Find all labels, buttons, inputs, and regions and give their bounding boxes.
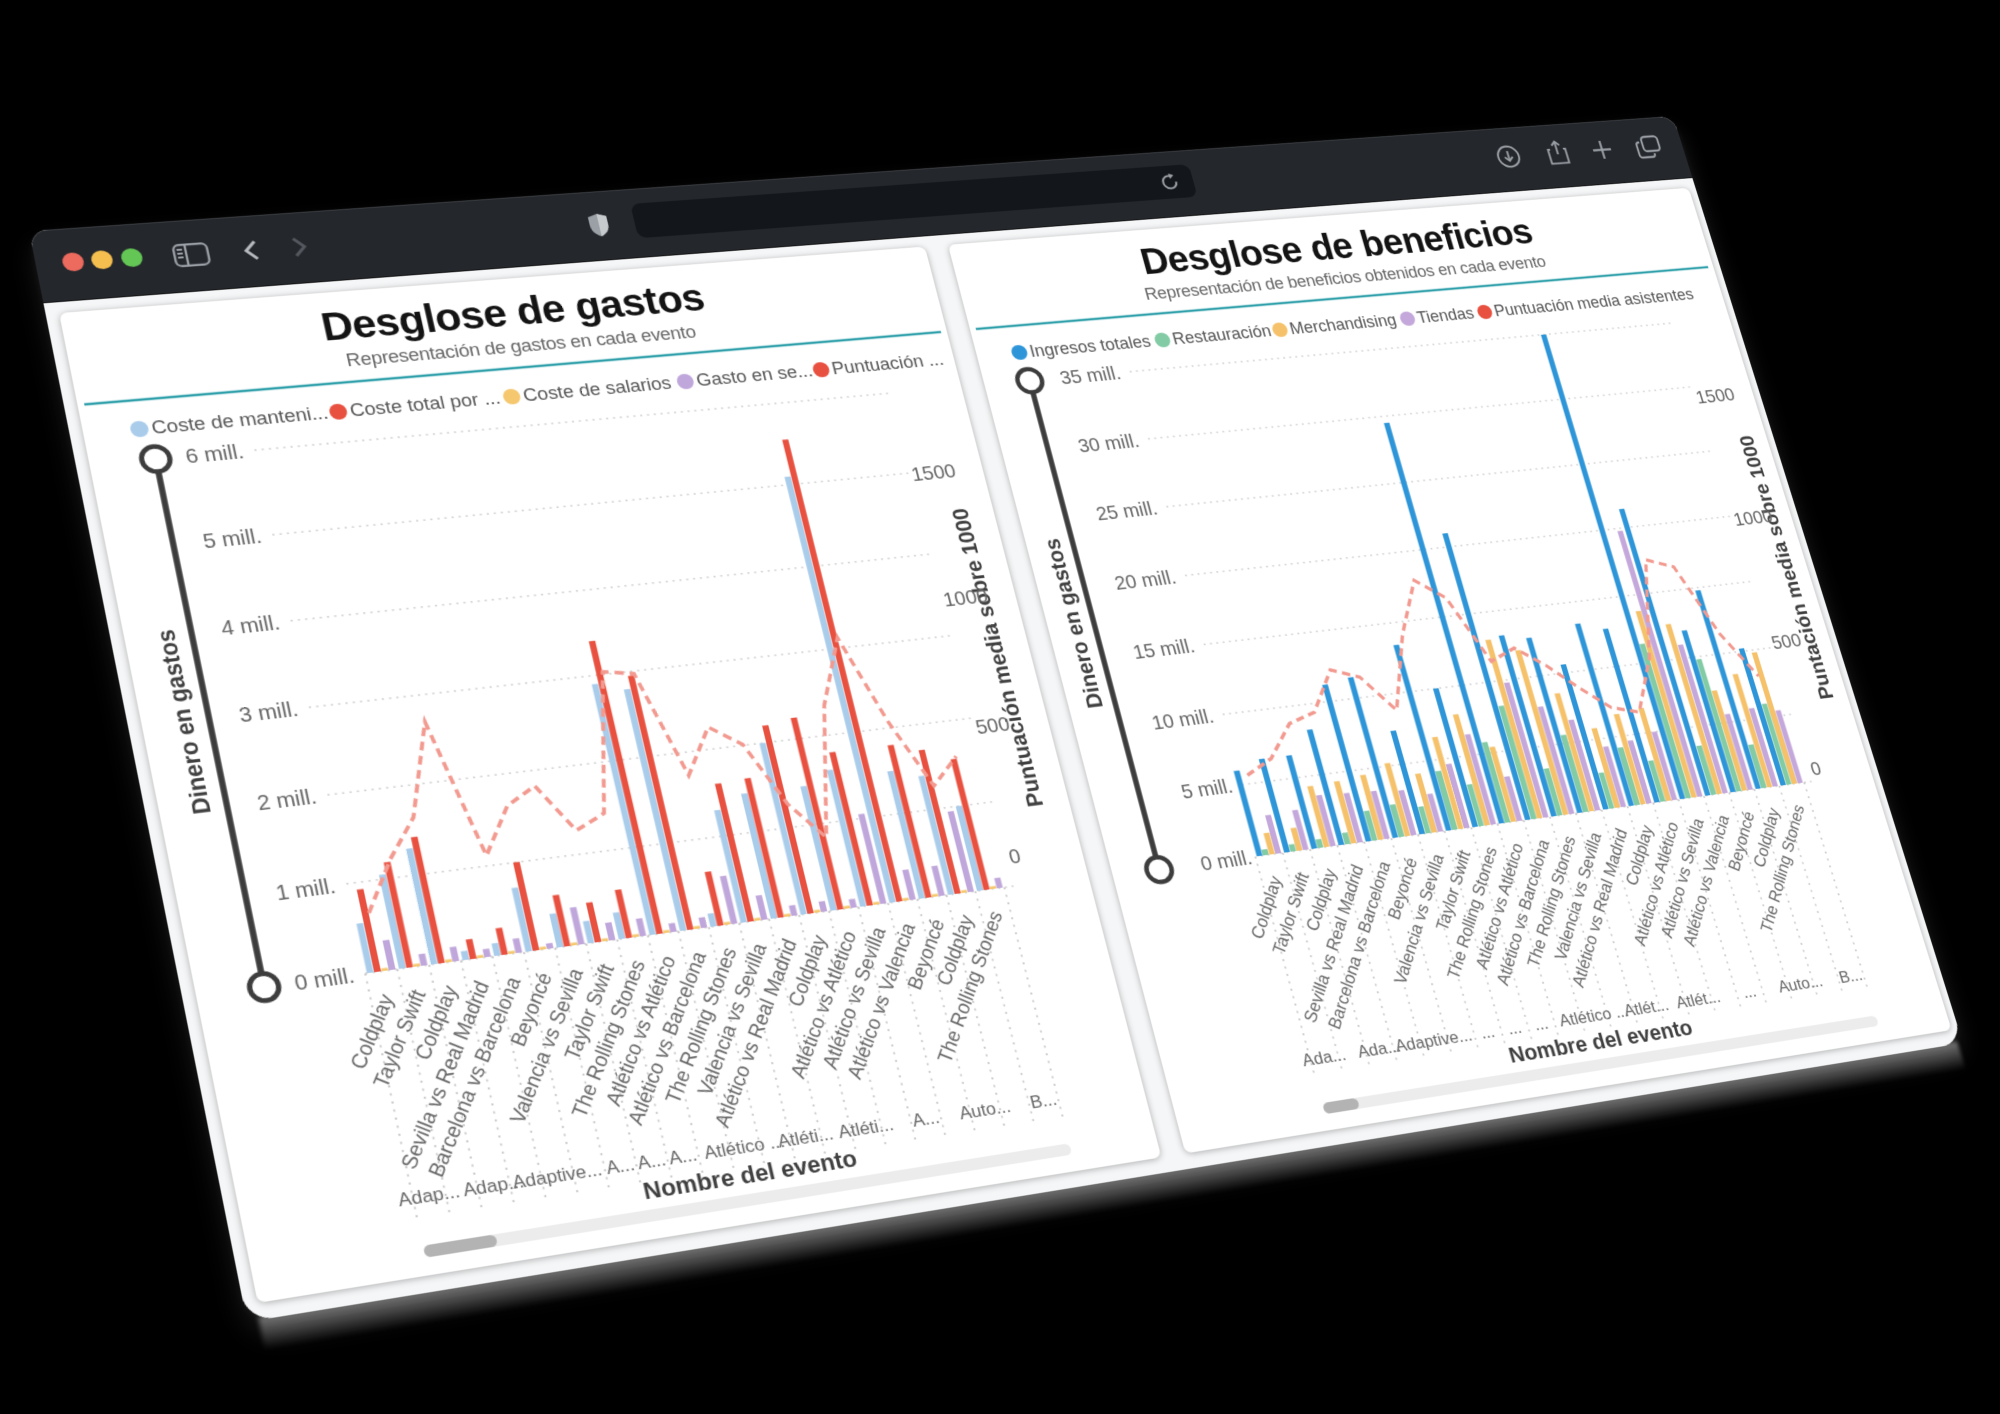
svg-text:10 mill.: 10 mill. bbox=[1150, 706, 1217, 734]
svg-text:500: 500 bbox=[1769, 630, 1804, 653]
svg-text:A...: A... bbox=[604, 1154, 637, 1179]
svg-text:Gasto en se...: Gasto en se... bbox=[694, 361, 815, 391]
svg-text:25 mill.: 25 mill. bbox=[1094, 498, 1160, 525]
svg-text:2 mill.: 2 mill. bbox=[255, 786, 318, 816]
svg-text:500: 500 bbox=[974, 714, 1013, 739]
svg-text:3 mill.: 3 mill. bbox=[237, 698, 300, 727]
svg-text:20 mill.: 20 mill. bbox=[1112, 567, 1178, 594]
svg-text:0 mill.: 0 mill. bbox=[1198, 847, 1254, 875]
svg-text:1000: 1000 bbox=[1731, 507, 1775, 530]
svg-text:1 mill.: 1 mill. bbox=[274, 875, 338, 905]
svg-text:Coste total por ...: Coste total por ... bbox=[348, 388, 502, 421]
svg-text:Ingresos totales: Ingresos totales bbox=[1028, 333, 1153, 362]
svg-text:0 mill.: 0 mill. bbox=[293, 964, 357, 995]
svg-text:6 mill.: 6 mill. bbox=[184, 441, 246, 468]
svg-text:A...: A... bbox=[667, 1144, 699, 1168]
svg-text:A...: A... bbox=[910, 1107, 941, 1131]
svg-text:Dinero en gastos: Dinero en gastos bbox=[1039, 537, 1108, 709]
svg-text:Adaptive...: Adaptive... bbox=[510, 1159, 604, 1193]
svg-text:Atlét...: Atlét... bbox=[1622, 995, 1671, 1020]
svg-text:1500: 1500 bbox=[1694, 385, 1738, 408]
svg-text:Puntuación ...: Puntuación ... bbox=[830, 350, 946, 379]
svg-text:Puntación media sobre 1000: Puntación media sobre 1000 bbox=[1735, 434, 1838, 700]
svg-text:...: ... bbox=[1532, 1014, 1550, 1035]
svg-text:30 mill.: 30 mill. bbox=[1076, 431, 1142, 457]
svg-text:Auto...: Auto... bbox=[957, 1096, 1012, 1123]
svg-text:0: 0 bbox=[1808, 759, 1824, 780]
svg-text:5 mill.: 5 mill. bbox=[201, 526, 264, 554]
svg-text:35 mill.: 35 mill. bbox=[1058, 363, 1124, 388]
svg-text:Adaptive...: Adaptive... bbox=[1393, 1025, 1474, 1055]
svg-text:Tiendas: Tiendas bbox=[1415, 305, 1476, 327]
svg-text:Merchandising: Merchandising bbox=[1288, 312, 1399, 339]
svg-text:Dinero en gastos: Dinero en gastos bbox=[151, 628, 217, 815]
svg-text:Coste de manteni...: Coste de manteni... bbox=[150, 403, 330, 439]
svg-text:1000: 1000 bbox=[941, 586, 990, 612]
svg-text:Puntuación media asistentes: Puntuación media asistentes bbox=[1492, 286, 1696, 321]
svg-text:Coste de salarios: Coste de salarios bbox=[521, 374, 674, 407]
svg-text:B...: B... bbox=[1837, 965, 1865, 986]
svg-text:4 mill.: 4 mill. bbox=[219, 612, 282, 640]
svg-text:1500: 1500 bbox=[909, 461, 958, 486]
svg-text:15 mill.: 15 mill. bbox=[1131, 636, 1197, 664]
svg-text:...: ... bbox=[1740, 982, 1758, 1002]
svg-text:Restauración: Restauración bbox=[1171, 323, 1274, 349]
svg-text:Adap...: Adap... bbox=[396, 1180, 461, 1210]
svg-text:...: ... bbox=[1478, 1022, 1497, 1043]
svg-text:Atlét...: Atlét... bbox=[1674, 987, 1723, 1012]
svg-text:Atléti...: Atléti... bbox=[836, 1114, 895, 1142]
svg-text:5 mill.: 5 mill. bbox=[1179, 776, 1235, 804]
svg-text:...: ... bbox=[1505, 1018, 1524, 1039]
svg-text:Atléti...: Atléti... bbox=[775, 1123, 835, 1151]
svg-text:A...: A... bbox=[635, 1149, 667, 1174]
svg-text:B...: B... bbox=[1028, 1089, 1059, 1112]
svg-text:Auto...: Auto... bbox=[1776, 972, 1825, 997]
svg-text:0: 0 bbox=[1007, 846, 1024, 869]
